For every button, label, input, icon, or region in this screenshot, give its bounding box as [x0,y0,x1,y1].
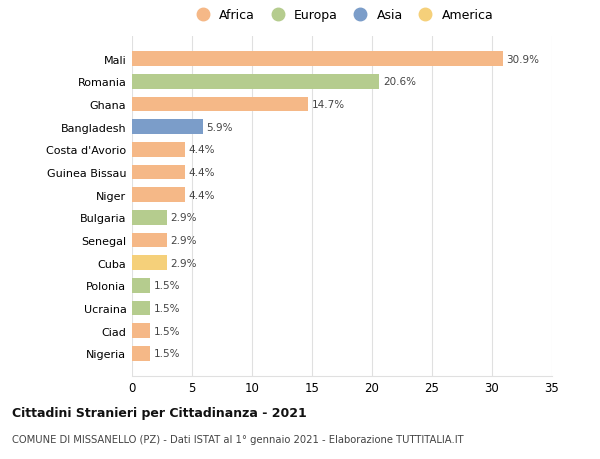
Text: 1.5%: 1.5% [154,281,180,291]
Text: 1.5%: 1.5% [154,326,180,336]
Text: 14.7%: 14.7% [312,100,345,110]
Text: 4.4%: 4.4% [188,190,215,200]
Text: 2.9%: 2.9% [170,213,197,223]
Text: 1.5%: 1.5% [154,348,180,358]
Bar [132,188,185,202]
Bar [132,346,150,361]
Text: 2.9%: 2.9% [170,235,197,246]
Bar [132,211,167,225]
Text: 20.6%: 20.6% [383,77,416,87]
Text: 1.5%: 1.5% [154,303,180,313]
Text: Cittadini Stranieri per Cittadinanza - 2021: Cittadini Stranieri per Cittadinanza - 2… [12,406,307,419]
Text: 4.4%: 4.4% [188,168,215,178]
Bar [132,165,185,180]
Bar [132,301,150,316]
Bar [132,324,150,338]
Bar [132,256,167,270]
Bar [132,120,203,135]
Legend: Africa, Europa, Asia, America: Africa, Europa, Asia, America [185,4,499,27]
Text: 2.9%: 2.9% [170,258,197,268]
Text: 5.9%: 5.9% [206,123,233,132]
Bar [132,143,185,157]
Text: 4.4%: 4.4% [188,145,215,155]
Text: 30.9%: 30.9% [506,55,539,65]
Bar [132,52,503,67]
Bar [132,278,150,293]
Bar [132,75,379,90]
Bar [132,97,308,112]
Text: COMUNE DI MISSANELLO (PZ) - Dati ISTAT al 1° gennaio 2021 - Elaborazione TUTTITA: COMUNE DI MISSANELLO (PZ) - Dati ISTAT a… [12,434,464,444]
Bar [132,233,167,248]
